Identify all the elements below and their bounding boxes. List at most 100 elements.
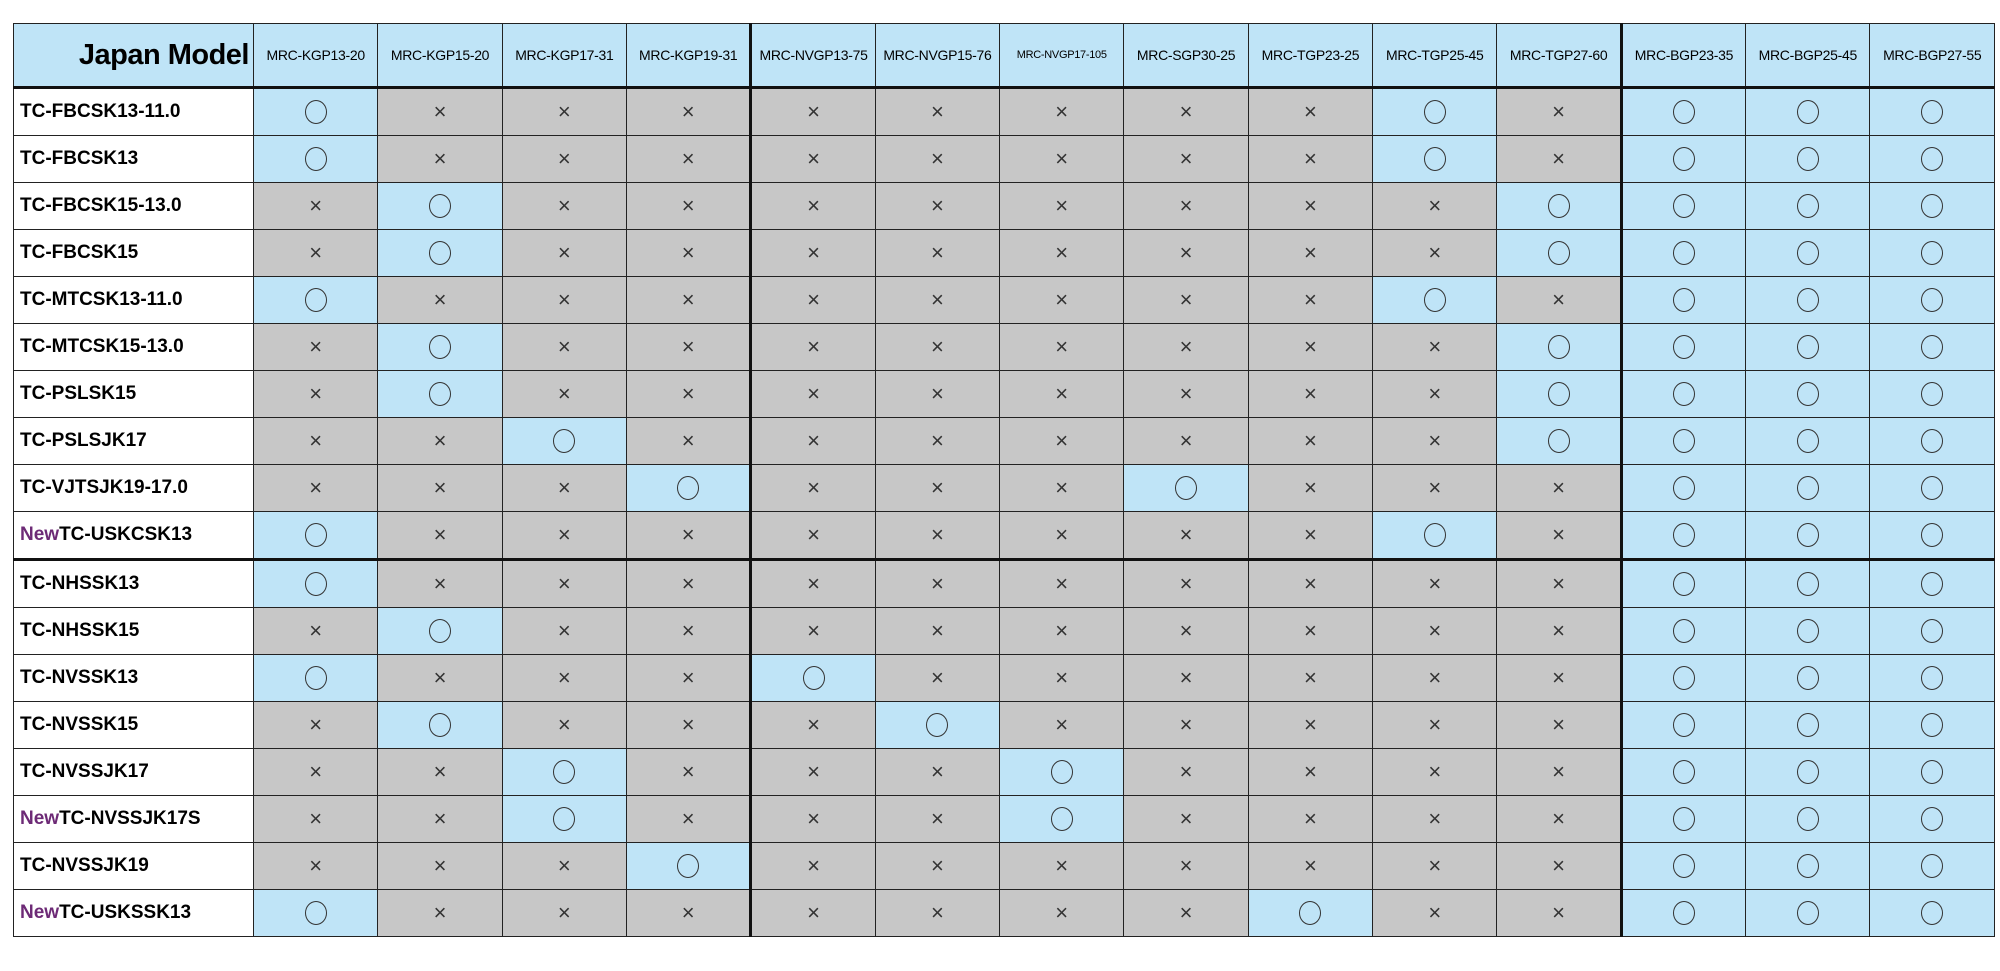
incompatible-cell: ×	[874, 276, 1001, 324]
incompatible-cell: ×	[999, 417, 1125, 465]
incompatible-cell: ×	[1496, 748, 1622, 796]
incompatible-cell: ×	[252, 370, 379, 418]
incompatible-cell: ×	[252, 417, 379, 465]
incompatible-cell: ×	[1123, 795, 1249, 843]
incompatible-cell: ×	[999, 842, 1125, 890]
incompatible-cell: ×	[1372, 795, 1498, 843]
column-header: MRC-NVGP13-75	[749, 23, 876, 88]
compatible-cell	[1619, 889, 1747, 937]
incompatible-cell: ×	[1247, 511, 1374, 561]
compatible-cell	[1745, 559, 1871, 608]
compatible-cell	[1372, 276, 1498, 324]
cross-icon: ×	[930, 146, 944, 171]
cross-icon: ×	[681, 99, 695, 124]
compatible-cell	[1496, 417, 1622, 465]
incompatible-cell: ×	[501, 135, 628, 183]
model-cell: TC-NVSSJK19	[13, 842, 254, 890]
compatible-cell	[1745, 701, 1871, 749]
incompatible-cell: ×	[501, 370, 628, 418]
incompatible-cell: ×	[377, 654, 503, 702]
circle-icon	[1423, 288, 1446, 313]
compatible-cell	[1869, 511, 1995, 561]
compatible-cell	[1869, 607, 1995, 655]
compatible-cell	[1869, 87, 1995, 136]
cross-icon: ×	[433, 475, 447, 500]
model-name: TC-FBCSK13-11.0	[20, 101, 181, 122]
incompatible-cell: ×	[999, 87, 1125, 136]
table-row: TC-VJTSJK19-17.0 × × × × × × × × ×	[13, 464, 1995, 512]
compatible-cell	[1745, 229, 1871, 277]
compatible-cell	[1619, 464, 1747, 512]
incompatible-cell: ×	[999, 135, 1125, 183]
incompatible-cell: ×	[874, 87, 1001, 136]
incompatible-cell: ×	[1496, 276, 1622, 324]
circle-icon	[1050, 760, 1073, 785]
cross-icon: ×	[1055, 193, 1069, 218]
incompatible-cell: ×	[1123, 417, 1249, 465]
compatible-cell	[252, 654, 379, 702]
model-name: TC-FBCSK15-13.0	[20, 195, 182, 216]
cross-icon: ×	[1055, 428, 1069, 453]
cross-icon: ×	[930, 193, 944, 218]
compatible-cell	[1619, 370, 1747, 418]
incompatible-cell: ×	[1496, 842, 1622, 890]
compatible-cell	[1869, 417, 1995, 465]
cross-icon: ×	[1428, 759, 1442, 784]
compatible-cell	[1619, 135, 1747, 183]
incompatible-cell: ×	[377, 748, 503, 796]
cross-icon: ×	[1055, 665, 1069, 690]
circle-icon	[1299, 901, 1322, 926]
cross-icon: ×	[1055, 287, 1069, 312]
cross-icon: ×	[1428, 900, 1442, 925]
compatible-cell	[1619, 559, 1747, 608]
table-row: TC-FBCSK13-11.0 × × × × × × × × ×	[13, 87, 1995, 136]
compatible-cell	[1869, 654, 1995, 702]
cross-icon: ×	[1428, 381, 1442, 406]
incompatible-cell: ×	[377, 276, 503, 324]
incompatible-cell: ×	[377, 842, 503, 890]
incompatible-cell: ×	[999, 323, 1125, 371]
model-name: TC-NHSSK13	[20, 573, 140, 594]
incompatible-cell: ×	[1123, 370, 1249, 418]
incompatible-cell: ×	[1123, 511, 1249, 561]
cross-icon: ×	[1552, 146, 1566, 171]
incompatible-cell: ×	[749, 182, 876, 230]
circle-icon	[1921, 147, 1944, 172]
incompatible-cell: ×	[874, 464, 1001, 512]
incompatible-cell: ×	[1496, 135, 1622, 183]
incompatible-cell: ×	[749, 511, 876, 561]
cross-icon: ×	[433, 665, 447, 690]
incompatible-cell: ×	[999, 654, 1125, 702]
incompatible-cell: ×	[626, 323, 752, 371]
incompatible-cell: ×	[749, 464, 876, 512]
incompatible-cell: ×	[874, 748, 1001, 796]
cross-icon: ×	[1428, 571, 1442, 596]
cross-icon: ×	[1303, 334, 1317, 359]
circle-icon	[304, 901, 327, 926]
compatible-cell	[1745, 748, 1871, 796]
model-cell: TC-PSLSJK17	[13, 417, 254, 465]
model-cell: TC-NVSSK15	[13, 701, 254, 749]
compatible-cell	[1745, 795, 1871, 843]
cross-icon: ×	[681, 381, 695, 406]
incompatible-cell: ×	[1247, 323, 1374, 371]
circle-icon	[1796, 147, 1819, 172]
incompatible-cell: ×	[1247, 559, 1374, 608]
cross-icon: ×	[1303, 759, 1317, 784]
incompatible-cell: ×	[1496, 654, 1622, 702]
compatible-cell	[1619, 276, 1747, 324]
compatible-cell	[1869, 464, 1995, 512]
incompatible-cell: ×	[626, 889, 752, 937]
circle-icon	[553, 429, 576, 454]
compatible-cell	[1745, 889, 1871, 937]
model-name: TC-NHSSK15	[20, 620, 140, 641]
circle-icon	[1672, 100, 1695, 125]
incompatible-cell: ×	[377, 889, 503, 937]
circle-icon	[1672, 572, 1695, 597]
compatible-cell	[999, 748, 1125, 796]
compatible-cell	[1869, 795, 1995, 843]
table-row: TC-NVSSK13 × × × × × × × × ×	[13, 654, 1995, 702]
circle-icon	[1796, 572, 1819, 597]
table-row: TC-FBCSK15 × × × × × × × × ×	[13, 229, 1995, 277]
model-name: TC-USKCSK13	[59, 524, 193, 545]
